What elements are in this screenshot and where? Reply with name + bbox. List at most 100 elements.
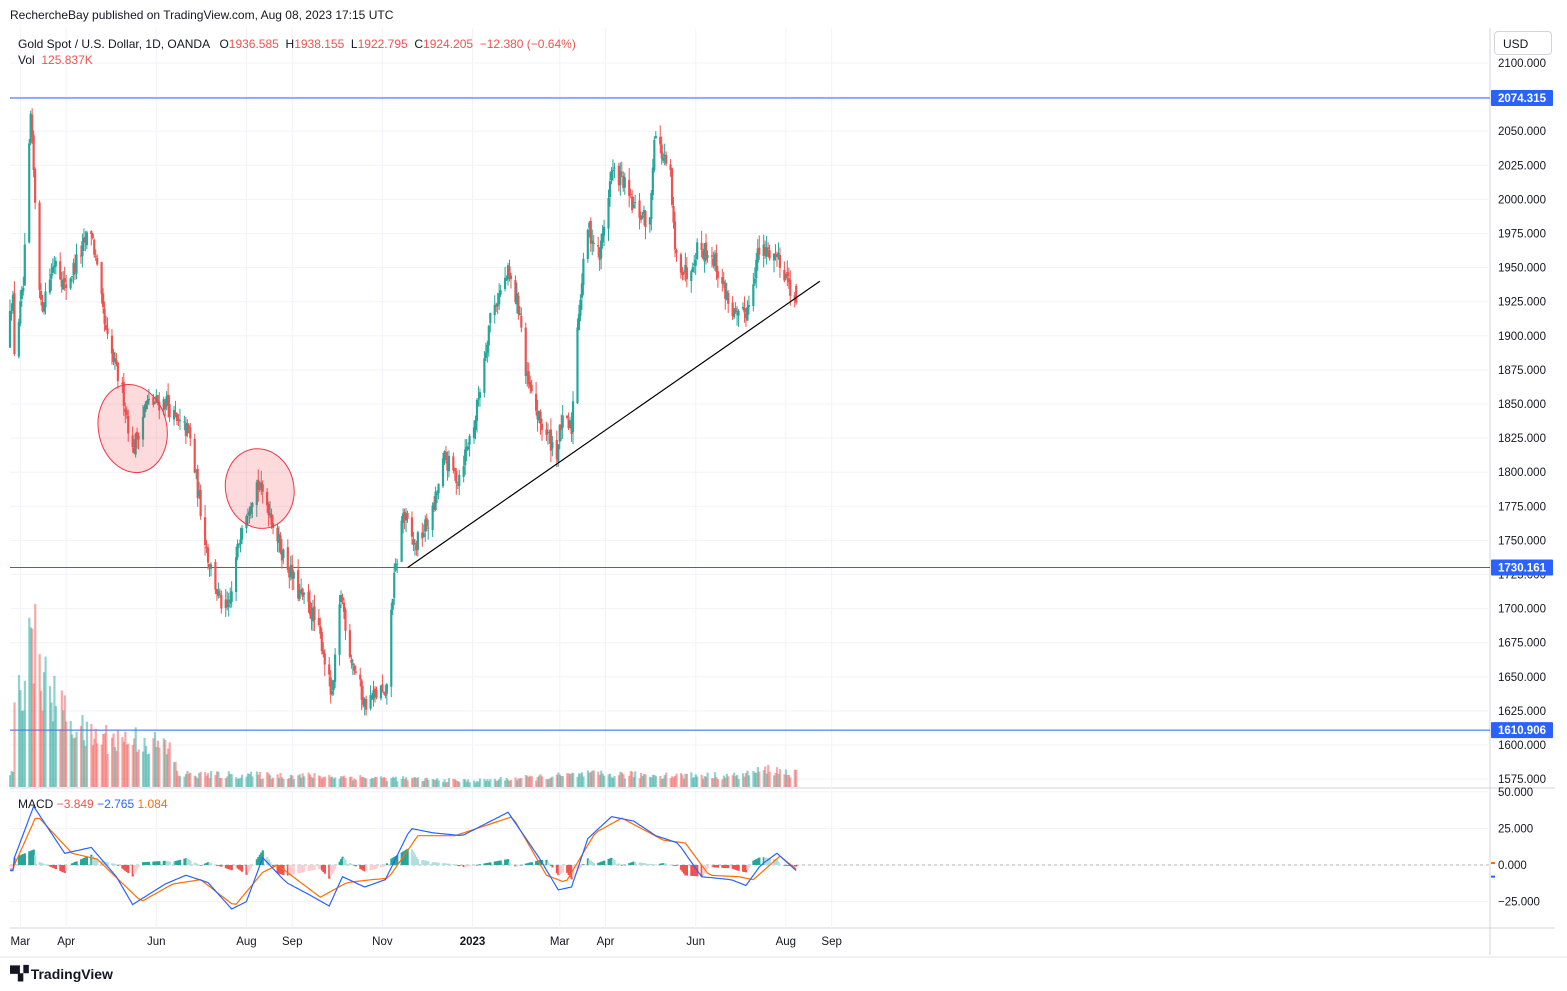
candle-body [484,352,487,358]
candle-body [240,528,244,540]
volume-bar [774,772,777,787]
volume-bar [158,747,161,787]
macd-histogram-bar [444,863,448,865]
time-axis-ticks: Mar Apr Jun Aug Sep Nov 2023 Mar Apr Jun Aug Sep [10,936,841,948]
candle-body [65,284,68,288]
candle-body [586,229,589,259]
macd-histogram-bar [375,865,378,869]
volume-bar [291,775,294,787]
candle-body [255,482,258,506]
candle [79,245,83,264]
volume-bar [354,779,358,787]
candle-body [487,325,490,346]
candle [499,284,502,297]
volume-bar [41,710,44,787]
volume-bar [90,723,93,787]
volume-bar [116,729,120,787]
volume-bar [127,743,130,787]
price-tick-label: 1775.000 [1498,501,1546,513]
candle [651,158,654,201]
candle-body [94,255,97,257]
volume-bar [245,776,248,787]
candle-body [310,613,313,620]
time-tick-label: Mar [10,936,30,948]
candle [103,301,106,332]
volume-bar [375,777,378,787]
candle [787,267,790,289]
candle [341,593,344,605]
volume-bar [638,778,641,787]
volume-bar [82,740,86,787]
tradingview-brand[interactable]: ▀▞ TradingView [10,965,113,982]
volume-bar [684,773,687,787]
currency-selector-button[interactable]: USD [1494,31,1552,55]
volume-bar [462,779,465,787]
candle [235,546,238,602]
macd-tick-label: 25.000 [1498,823,1533,835]
candle-body [196,468,199,498]
macd-histogram-bar [434,862,437,865]
volume-bar [74,737,77,787]
candle-body [172,410,176,420]
macd-histogram-bar [493,861,496,865]
candle [137,432,140,450]
candle-body [772,253,776,261]
candle-body [164,401,167,409]
candle-body [427,527,430,529]
volume-bar [248,774,251,787]
candle-body [524,327,527,377]
price-tick-label: 1900.000 [1498,331,1546,343]
macd-histogram-bar [600,861,603,865]
macd-histogram-bar [489,862,492,865]
candle [566,415,569,420]
candle-body [372,690,375,700]
volume-bar [360,777,363,787]
candle [441,452,445,488]
candle-body [434,491,437,511]
candle [236,539,239,561]
macd-histogram-bar [48,865,52,867]
macd-histogram-bar [465,865,468,867]
candle [518,305,521,316]
macd-histogram-bar [505,859,508,865]
volume-bar [775,767,779,787]
volume-bar [589,772,592,787]
candle [669,159,672,177]
volume-bar [499,776,502,787]
volume-bar [40,690,43,787]
candle-body [642,209,646,215]
volume-bar [753,772,757,787]
volume-bar [350,776,353,787]
macd-histogram-bar [136,865,139,870]
candle-body [733,308,736,318]
candle [443,450,446,465]
volume-bar [665,772,668,787]
volume-bar [334,777,337,787]
candle-body [570,422,573,434]
close-value: 1924.205 [423,37,474,51]
candle-body [722,281,725,285]
volume-bar [421,781,424,787]
candle [767,242,770,258]
candle [177,414,180,427]
candle [753,267,756,286]
macd-histogram-bar [586,858,590,865]
candle-body [147,398,151,401]
candle-body [724,283,727,299]
volume-bar [272,777,275,787]
candle-body [348,630,351,658]
candle-body [539,411,542,424]
candle [401,508,405,534]
macd-histogram-bar [207,862,210,865]
volume-bar [755,772,758,787]
candle [369,685,372,711]
macd-histogram-bar [623,864,626,866]
volume-bar [416,777,420,787]
candle [514,275,517,305]
candle-body [622,175,625,188]
volume-bar [617,775,621,787]
candle [400,515,403,562]
volume-bar [205,775,208,787]
macd-histogram-bar [143,862,146,865]
